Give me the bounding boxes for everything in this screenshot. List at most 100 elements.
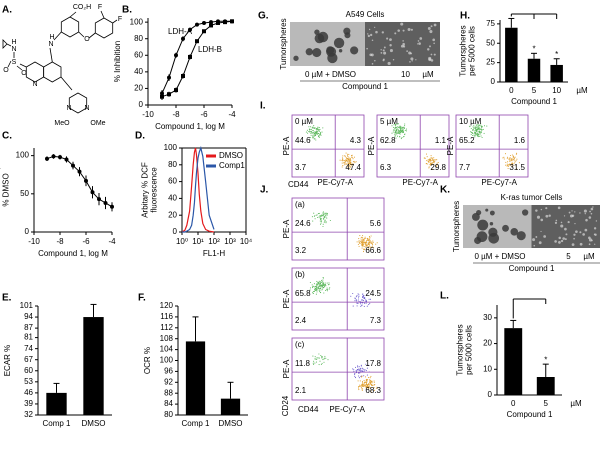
quadrant-percent: 6.3	[380, 163, 392, 172]
image-y-label: Tumorspheres	[452, 201, 461, 252]
y-tick-label: 20	[134, 84, 143, 93]
event-dot	[324, 283, 326, 285]
quadrant-percent: 47.4	[345, 163, 361, 172]
cell-speck	[410, 57, 414, 61]
event-dot	[508, 164, 511, 166]
flow-y-label: PE-A	[282, 359, 291, 378]
cell-speck	[415, 59, 417, 61]
event-dot	[346, 158, 348, 160]
ring	[25, 61, 45, 83]
cell-speck	[389, 38, 392, 42]
event-dot	[365, 387, 367, 389]
event-dot	[363, 240, 365, 242]
event-dot	[316, 131, 319, 133]
cell-speck	[419, 37, 423, 40]
event-dot	[366, 367, 368, 369]
event-dot	[350, 156, 352, 158]
event-dot	[317, 213, 319, 215]
event-dot	[374, 384, 376, 386]
event-dot	[324, 214, 326, 216]
event-dot	[354, 377, 357, 379]
event-dot	[316, 127, 318, 130]
atom-label: OMe	[90, 120, 105, 127]
event-dot	[318, 127, 320, 129]
panel-label: C.	[2, 131, 12, 142]
event-dot	[320, 134, 322, 136]
event-dot	[396, 129, 398, 131]
event-dot	[509, 157, 511, 159]
data-point	[64, 157, 69, 162]
data-point	[77, 169, 82, 174]
cell-speck	[554, 240, 557, 243]
atom-label: N	[32, 81, 37, 88]
event-dot	[404, 133, 406, 135]
cell-speck	[560, 221, 563, 224]
event-dot	[322, 276, 324, 279]
event-dot	[317, 286, 319, 288]
event-dot	[311, 216, 313, 218]
data-point	[202, 20, 206, 25]
event-dot	[324, 212, 326, 214]
event-dot	[350, 162, 352, 164]
sphere	[476, 209, 482, 216]
cell-speck	[410, 28, 413, 31]
event-dot	[360, 387, 362, 389]
image-x-label: Compound 1	[342, 82, 388, 91]
event-dot	[318, 130, 320, 132]
event-dot	[309, 281, 311, 284]
event-dot	[359, 385, 361, 388]
event-dot	[363, 245, 365, 248]
event-dot	[319, 223, 322, 225]
event-dot	[318, 135, 320, 137]
event-dot	[323, 213, 325, 216]
event-dot	[474, 133, 476, 135]
cell-speck	[579, 212, 581, 214]
quadrant-percent: 5.6	[370, 219, 382, 228]
event-dot	[471, 132, 473, 134]
event-dot	[325, 216, 327, 218]
y-tick-label: 32	[24, 410, 33, 419]
event-dot	[316, 357, 318, 359]
cell-speck	[560, 224, 564, 228]
bar	[550, 64, 563, 82]
event-dot	[352, 292, 354, 295]
event-dot	[432, 159, 434, 161]
event-dot	[401, 130, 403, 132]
y-tick-label: 67	[24, 355, 33, 364]
event-dot	[509, 157, 512, 159]
event-dot	[393, 129, 395, 131]
event-dot	[315, 289, 317, 291]
event-dot	[361, 299, 363, 302]
event-dot	[509, 159, 511, 161]
atom-label: N	[84, 105, 89, 112]
y-tick-label: 112	[160, 323, 173, 332]
event-dot	[473, 133, 475, 135]
significance-label: *	[532, 44, 535, 53]
event-dot	[357, 366, 359, 368]
event-dot	[356, 305, 358, 307]
event-dot	[511, 154, 513, 156]
event-dot	[477, 134, 479, 136]
event-dot	[400, 128, 402, 130]
sphere	[333, 37, 345, 49]
cell-speck	[433, 23, 437, 27]
event-dot	[398, 130, 400, 132]
event-dot	[326, 282, 328, 284]
event-dot	[507, 165, 510, 167]
event-dot	[344, 162, 346, 164]
cell-speck	[579, 231, 582, 234]
event-dot	[312, 126, 314, 128]
cell-speck	[590, 207, 594, 211]
data-point	[216, 20, 220, 25]
event-dot	[405, 128, 407, 130]
event-dot	[315, 133, 317, 135]
quadrant-percent: 65.8	[295, 289, 311, 298]
event-dot	[430, 155, 432, 157]
event-dot	[394, 123, 396, 125]
event-dot	[339, 159, 341, 161]
cell-speck	[543, 235, 546, 238]
event-dot	[353, 160, 355, 162]
y-axis-label: % DMSO	[2, 173, 11, 206]
event-dot	[359, 380, 361, 382]
